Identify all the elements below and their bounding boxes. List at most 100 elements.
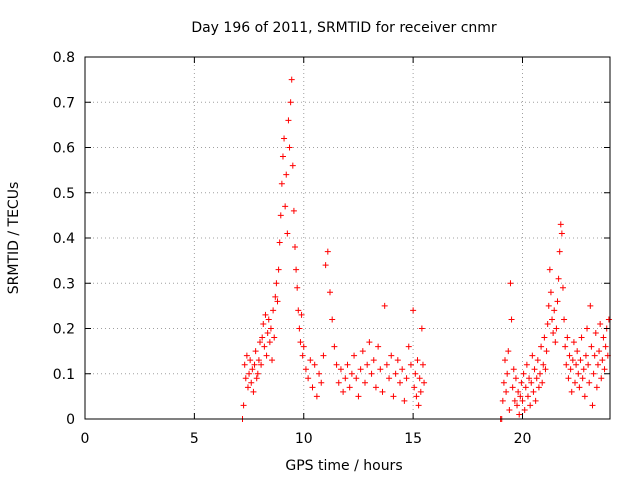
data-point xyxy=(288,76,295,83)
data-point xyxy=(287,99,294,106)
data-point xyxy=(550,330,557,337)
data-point xyxy=(519,397,526,404)
data-point xyxy=(390,393,397,400)
data-point xyxy=(243,352,250,359)
data-point xyxy=(503,388,510,395)
data-point xyxy=(499,397,506,404)
data-point xyxy=(410,307,417,314)
data-point xyxy=(574,348,581,355)
data-point xyxy=(515,388,522,395)
data-point xyxy=(557,221,564,228)
data-point xyxy=(366,339,373,346)
data-point xyxy=(377,366,384,373)
data-point xyxy=(407,361,414,368)
data-point xyxy=(558,230,565,237)
data-point xyxy=(500,379,507,386)
data-point xyxy=(381,302,388,309)
chart-title: Day 196 of 2011, SRMTID for receiver cnm… xyxy=(191,20,497,36)
data-point xyxy=(405,343,412,350)
data-point xyxy=(351,352,358,359)
y-tick-label: 0.4 xyxy=(53,231,75,247)
data-point xyxy=(296,325,303,332)
data-point xyxy=(270,307,277,314)
data-point xyxy=(416,375,423,382)
data-point xyxy=(586,379,593,386)
data-point xyxy=(566,352,573,359)
data-point xyxy=(507,280,514,287)
data-point xyxy=(311,361,318,368)
data-point xyxy=(355,393,362,400)
data-point xyxy=(511,397,518,404)
grid xyxy=(85,57,610,419)
data-point xyxy=(337,366,344,373)
data-point xyxy=(275,266,282,273)
y-tick-label: 0.1 xyxy=(53,367,75,383)
data-point xyxy=(418,325,425,332)
data-point xyxy=(251,361,258,368)
data-point xyxy=(262,311,269,318)
data-point xyxy=(329,316,336,323)
data-point xyxy=(534,357,541,364)
data-point xyxy=(295,307,302,314)
data-point xyxy=(278,180,285,187)
data-point xyxy=(509,384,516,391)
data-point xyxy=(593,384,600,391)
data-point xyxy=(537,370,543,377)
data-point xyxy=(305,375,312,382)
data-point xyxy=(335,379,342,386)
data-point xyxy=(248,379,255,386)
data-point xyxy=(370,357,377,364)
data-point xyxy=(286,144,293,151)
data-point xyxy=(564,334,571,341)
data-point xyxy=(252,348,259,355)
data-point xyxy=(282,203,289,210)
data-point xyxy=(579,375,586,382)
data-point xyxy=(318,379,325,386)
data-point xyxy=(269,357,276,364)
data-point xyxy=(521,406,528,413)
data-point xyxy=(322,262,329,269)
data-point xyxy=(403,375,410,382)
data-point xyxy=(257,339,263,346)
data-point xyxy=(261,343,268,350)
data-point xyxy=(263,352,270,359)
data-point xyxy=(580,366,587,373)
data-point xyxy=(523,361,530,368)
data-point xyxy=(258,361,265,368)
data-point xyxy=(344,361,351,368)
data-point xyxy=(259,334,266,341)
data-point xyxy=(271,334,278,341)
data-point xyxy=(392,370,399,377)
data-point xyxy=(240,402,247,409)
data-point xyxy=(514,402,521,409)
data-point xyxy=(539,379,546,386)
data-point xyxy=(267,325,274,332)
data-point xyxy=(302,366,309,373)
data-point xyxy=(294,284,301,291)
data-point xyxy=(412,370,419,377)
data-point xyxy=(582,352,589,359)
data-point xyxy=(417,388,424,395)
data-point xyxy=(598,375,605,382)
data-point xyxy=(552,339,559,346)
data-point xyxy=(375,343,382,350)
data-point xyxy=(589,402,596,409)
data-point xyxy=(276,239,283,246)
data-point xyxy=(307,357,314,364)
data-point xyxy=(506,406,513,413)
data-point xyxy=(517,393,524,400)
x-tick-label: 20 xyxy=(514,431,532,447)
data-point xyxy=(266,339,273,346)
data-point xyxy=(265,316,272,323)
data-point xyxy=(394,357,401,364)
data-point xyxy=(277,212,284,219)
data-point xyxy=(565,375,572,382)
x-tick-label: 5 xyxy=(190,431,199,447)
data-point xyxy=(241,361,248,368)
data-point xyxy=(554,298,561,305)
data-point xyxy=(599,357,606,364)
data-point xyxy=(588,343,595,350)
data-point xyxy=(419,361,426,368)
data-point xyxy=(555,275,562,282)
